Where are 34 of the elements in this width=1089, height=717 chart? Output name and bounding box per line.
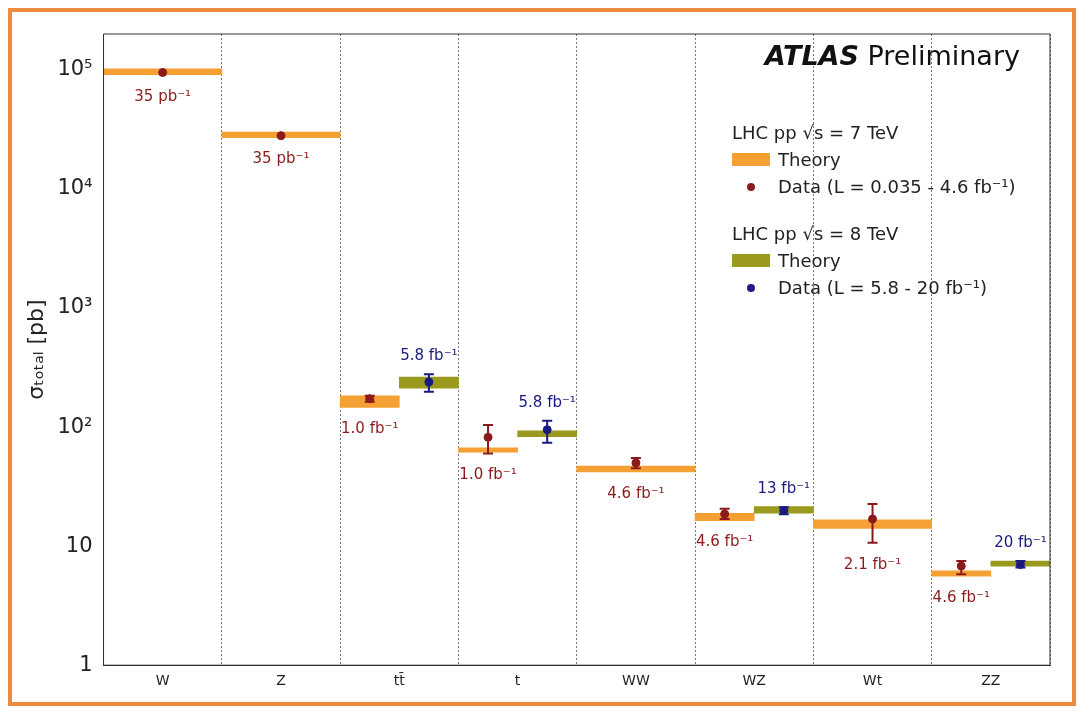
annotation: 5.8 fb⁻¹	[518, 392, 576, 411]
x-tick-label: WZ	[742, 672, 766, 689]
legend-label: Data (L = 5.8 - 20 fb⁻¹)	[778, 277, 987, 298]
x-tick-label: Wt	[862, 672, 883, 689]
x-tick-label: ZZ	[981, 672, 1001, 689]
annotation: 1.0 fb⁻¹	[459, 465, 517, 484]
annotation: 4.6 fb⁻¹	[695, 532, 754, 551]
annotation: 35 pb⁻¹	[252, 149, 310, 168]
annotation: 5.8 fb⁻¹	[400, 346, 458, 365]
y-tick-label: 10⁴	[57, 175, 93, 200]
annotation: LHC pp √s = 7 TeV	[732, 122, 900, 143]
x-tick-label: t	[514, 672, 521, 689]
y-tick-label: 1	[79, 651, 93, 676]
annotation: 2.1 fb⁻¹	[843, 554, 902, 573]
annotation: 35 pb⁻¹	[134, 86, 192, 105]
y-tick-label: 10⁵	[57, 56, 93, 81]
chart-title: ATLAS Preliminary	[764, 40, 1020, 71]
x-tick-label: Z	[276, 672, 286, 689]
x-tick-label: W	[155, 672, 170, 689]
y-tick-label: 10²	[57, 413, 93, 438]
x-tick-label: tt̄	[393, 671, 406, 689]
annotation: 4.6 fb⁻¹	[607, 483, 665, 502]
legend-label: Theory	[778, 250, 841, 271]
y-axis-title: σₜₒₜₐₗ [pb]	[22, 299, 48, 400]
y-tick-label: 10³	[57, 294, 93, 319]
annotation: 20 fb⁻¹	[994, 532, 1047, 551]
y-tick-label: 10	[65, 532, 93, 557]
legend-label: Theory	[778, 149, 841, 170]
annotation: 4.6 fb⁻¹	[932, 588, 990, 606]
annotation: 1.0 fb⁻¹	[341, 419, 399, 438]
legend-label: Data (L = 0.035 - 4.6 fb⁻¹)	[778, 176, 1016, 197]
x-tick-label: WW	[622, 672, 650, 689]
annotation: 13 fb⁻¹	[757, 479, 811, 498]
annotation: LHC pp √s = 8 TeV	[732, 223, 900, 244]
